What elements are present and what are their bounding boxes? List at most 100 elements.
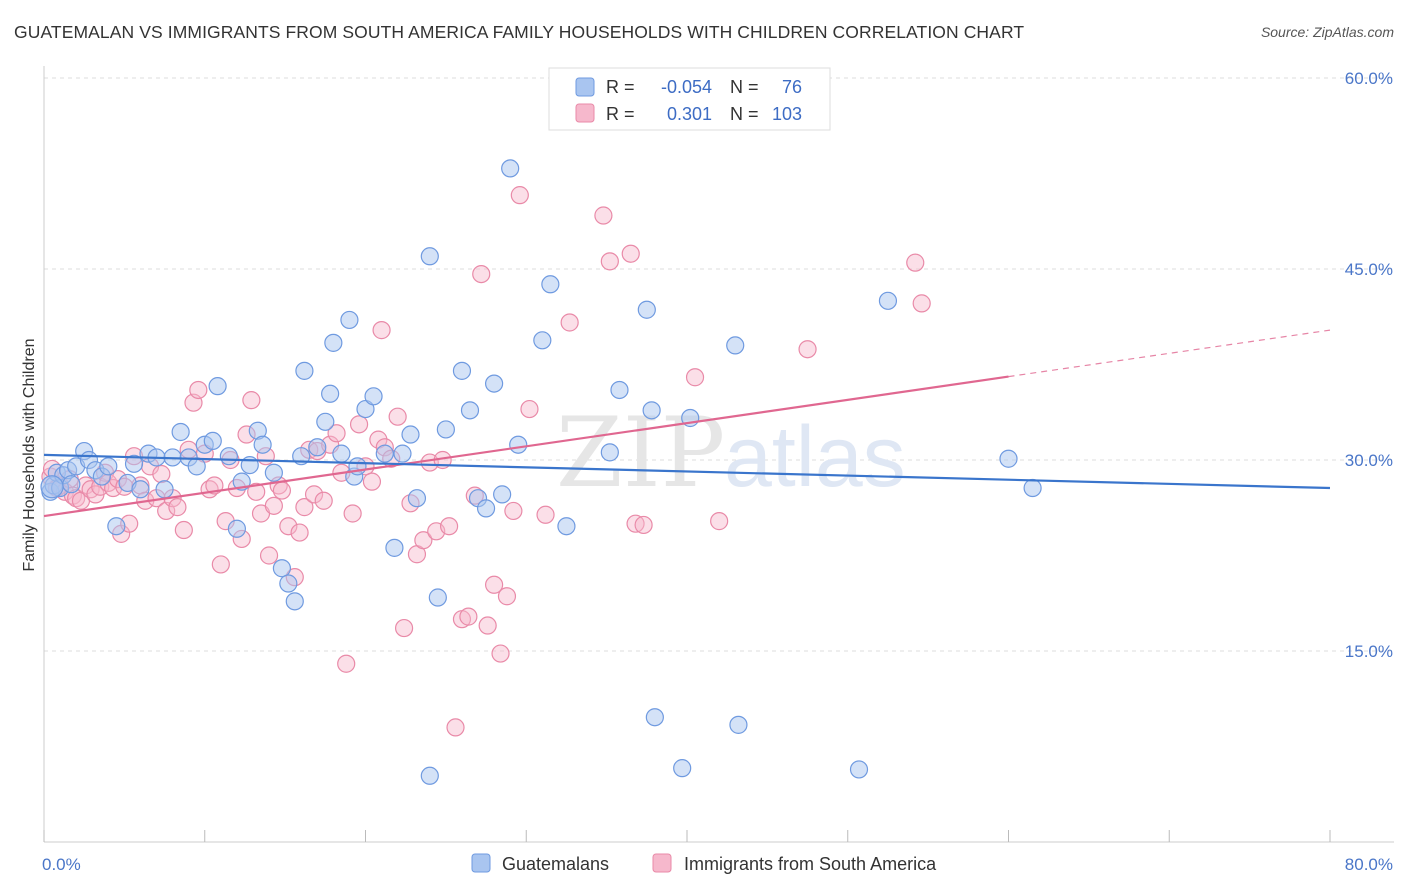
- point-immigrants: [327, 424, 346, 443]
- axes: [43, 66, 1394, 843]
- point-guatemalans: [385, 538, 404, 557]
- point-guatemalans: [308, 438, 327, 457]
- point-guatemalans: [1023, 478, 1042, 498]
- bottom-legend-label-immigrants: Immigrants from South America: [684, 854, 937, 874]
- point-guatemalans: [279, 574, 298, 593]
- point-immigrants: [446, 718, 465, 737]
- legend-r-label-1: R =: [606, 77, 635, 97]
- point-immigrants: [264, 496, 283, 515]
- point-immigrants: [362, 472, 382, 491]
- point-guatemalans: [324, 333, 343, 352]
- point-immigrants: [295, 498, 314, 517]
- point-guatemalans: [364, 387, 383, 406]
- bottom-legend: Guatemalans Immigrants from South Americ…: [471, 853, 937, 874]
- point-guatemalans: [493, 485, 512, 504]
- point-immigrants: [343, 504, 362, 523]
- point-guatemalans: [272, 559, 292, 578]
- point-immigrants: [259, 546, 279, 565]
- point-guatemalans: [253, 435, 272, 454]
- point-guatemalans: [999, 449, 1018, 468]
- point-immigrants: [560, 313, 579, 332]
- point-guatemalans: [600, 443, 619, 462]
- point-immigrants: [349, 415, 369, 434]
- point-immigrants: [290, 523, 309, 542]
- point-guatemalans: [420, 766, 439, 785]
- point-guatemalans: [124, 454, 144, 473]
- point-immigrants: [594, 206, 613, 225]
- point-guatemalans: [131, 480, 150, 499]
- watermark: ZIP atlas: [556, 397, 906, 509]
- point-immigrants: [906, 253, 925, 272]
- legend-swatch-guatemalans: [575, 77, 595, 97]
- point-guatemalans: [340, 310, 359, 330]
- point-guatemalans: [171, 422, 190, 442]
- y-tick-label: 45.0%: [1345, 260, 1393, 279]
- point-immigrants: [372, 321, 391, 340]
- point-immigrants: [600, 252, 619, 271]
- point-guatemalans: [321, 384, 340, 403]
- point-guatemalans: [541, 275, 560, 294]
- point-guatemalans: [407, 489, 427, 508]
- point-guatemalans: [729, 715, 748, 734]
- point-guatemalans: [485, 374, 504, 393]
- point-guatemalans: [401, 425, 420, 444]
- point-immigrants: [439, 517, 459, 536]
- point-immigrants: [472, 264, 491, 284]
- point-guatemalans: [420, 247, 439, 266]
- point-guatemalans: [285, 592, 304, 611]
- point-guatemalans: [476, 499, 496, 518]
- x-tick-label-end: 80.0%: [1345, 855, 1393, 874]
- point-immigrants: [536, 505, 555, 524]
- point-guatemalans: [610, 380, 629, 400]
- bottom-legend-label-guatemalans: Guatemalans: [502, 854, 609, 874]
- point-guatemalans: [295, 361, 314, 380]
- point-immigrants: [152, 464, 171, 484]
- point-immigrants: [520, 399, 539, 419]
- point-guatemalans: [878, 291, 898, 310]
- trend-line-immigrants-extension: [1008, 329, 1331, 378]
- point-guatemalans: [203, 431, 222, 450]
- legend-n-label-2: N =: [730, 104, 759, 124]
- point-guatemalans: [509, 435, 528, 454]
- point-guatemalans: [40, 475, 64, 499]
- point-guatemalans: [227, 519, 246, 538]
- point-guatemalans: [219, 447, 238, 466]
- legend-r-value-1: -0.054: [661, 77, 712, 97]
- point-immigrants: [189, 380, 208, 400]
- point-guatemalans: [673, 759, 692, 778]
- legend-n-value-2: 103: [772, 104, 802, 124]
- point-guatemalans: [533, 331, 552, 350]
- legend-n-label-1: N =: [730, 77, 759, 97]
- point-immigrants: [798, 340, 817, 359]
- point-guatemalans: [726, 336, 745, 355]
- source-label: Source: ZipAtlas.com: [1260, 24, 1394, 40]
- legend-frame: [548, 67, 831, 131]
- point-immigrants: [912, 294, 931, 313]
- point-guatemalans: [645, 708, 664, 727]
- watermark-atlas: atlas: [724, 409, 906, 505]
- point-immigrants: [491, 644, 510, 663]
- point-guatemalans: [107, 517, 126, 536]
- point-guatemalans: [99, 457, 118, 476]
- point-immigrants: [414, 531, 433, 550]
- point-immigrants: [314, 491, 333, 510]
- point-immigrants: [685, 368, 705, 387]
- point-guatemalans: [332, 444, 351, 463]
- point-guatemalans: [849, 760, 869, 779]
- point-guatemalans: [155, 480, 174, 499]
- point-guatemalans: [642, 401, 661, 420]
- trend-line-immigrants: [43, 375, 1009, 518]
- point-guatemalans: [501, 159, 520, 178]
- point-immigrants: [304, 485, 324, 504]
- point-guatemalans: [436, 420, 455, 439]
- point-immigrants: [279, 517, 298, 536]
- point-guatemalans: [452, 361, 472, 380]
- legend-swatch-immigrants: [575, 103, 595, 123]
- point-guatemalans: [393, 444, 412, 463]
- legend-n-value-1: 76: [782, 77, 802, 97]
- trend-lines: [43, 329, 1331, 518]
- point-immigrants: [168, 498, 187, 517]
- point-immigrants: [504, 501, 523, 521]
- point-immigrants: [242, 391, 261, 410]
